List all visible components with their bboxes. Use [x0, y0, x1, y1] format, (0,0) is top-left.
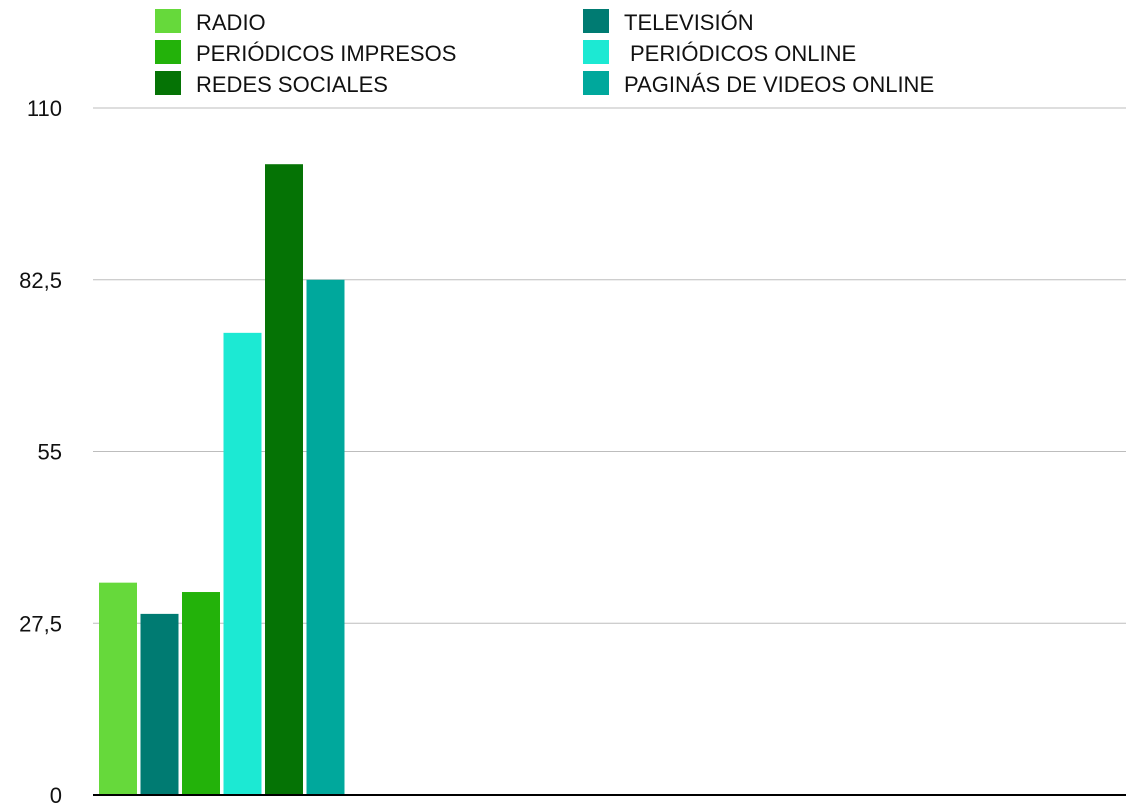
y-tick-label: 27,5	[19, 611, 62, 636]
legend-label: RADIO	[196, 10, 266, 35]
y-tick-label: 82,5	[19, 268, 62, 293]
bar-peri-dicos-online	[223, 332, 262, 795]
legend-label: TELEVISIÓN	[624, 10, 754, 35]
legend-swatch	[155, 9, 181, 33]
bar-televisi-n	[140, 613, 179, 795]
y-axis-ticks: 0 27,5 55 82,5 110	[19, 96, 62, 807]
legend-label: PERIÓDICOS ONLINE	[630, 41, 856, 66]
legend-swatch	[155, 71, 181, 95]
legend-label: PAGINÁS DE VIDEOS ONLINE	[624, 72, 934, 97]
legend-label: REDES SOCIALES	[196, 72, 388, 97]
legend-swatch	[155, 40, 181, 64]
bar-radio	[99, 582, 137, 795]
y-tick-label: 55	[38, 440, 62, 465]
legend-label: PERIÓDICOS IMPRESOS	[196, 41, 456, 66]
bar-pagin-s-de-videos-online	[306, 279, 345, 795]
bar-peri-dicos-impresos	[182, 592, 220, 795]
y-tick-label: 0	[50, 783, 62, 807]
y-tick-label: 110	[27, 96, 62, 121]
legend-swatch	[583, 71, 609, 95]
legend-swatch	[583, 9, 609, 33]
legend-swatch	[583, 40, 609, 64]
legend: RADIO TELEVISIÓN PERIÓDICOS IMPRESOS PERIÓD…	[155, 9, 934, 97]
bar-redes-sociales	[265, 164, 303, 795]
bars	[99, 164, 345, 795]
